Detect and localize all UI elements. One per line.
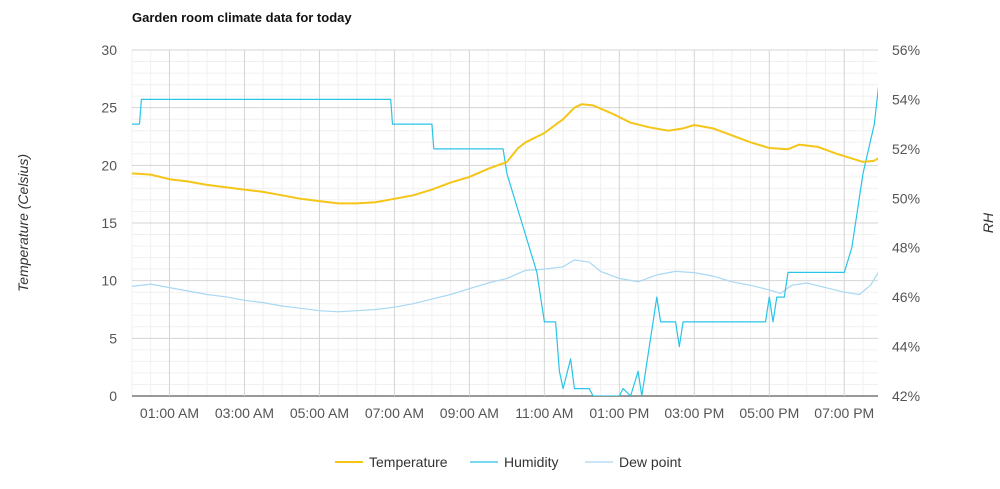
x-tick-label: 07:00 PM [814, 405, 874, 421]
y-tick-label-right: 56% [892, 42, 920, 58]
y-tick-label-left: 15 [101, 215, 117, 231]
y-tick-label-left: 0 [109, 388, 117, 404]
y-tick-label-right: 52% [892, 141, 920, 157]
x-tick-label: 01:00 PM [589, 405, 649, 421]
y-axis-title-left: Temperature (Celsius) [15, 154, 31, 292]
x-tick-label: 09:00 AM [440, 405, 499, 421]
legend-label-dew-point: Dew point [619, 454, 681, 470]
legend: Temperature Humidity Dew point [335, 454, 681, 470]
x-tick-label: 01:00 AM [140, 405, 199, 421]
series-layer [132, 86, 878, 396]
y-tick-label-right: 46% [892, 289, 920, 305]
x-tick-label: 11:00 AM [515, 405, 573, 421]
series-line-dew-point [132, 259, 878, 313]
y-tick-label-left: 25 [101, 100, 117, 116]
y-tick-label-right: 42% [892, 388, 920, 404]
y-tick-label-left: 10 [101, 273, 117, 289]
y-tick-label-right: 50% [892, 190, 920, 206]
x-tick-label: 03:00 PM [664, 405, 724, 421]
y-tick-label-right: 44% [892, 339, 920, 355]
x-tick-label: 07:00 AM [365, 405, 424, 421]
x-tick-label: 05:00 PM [739, 405, 799, 421]
y-tick-label-left: 20 [101, 157, 117, 173]
axis-layer: 0 5 10 15 20 25 30 42% 44% 46% 48% 50% 52% 54% 56% 01:0… [101, 42, 920, 421]
x-tick-label: 05:00 AM [290, 405, 349, 421]
legend-label-humidity: Humidity [504, 454, 558, 470]
y-tick-label-right: 54% [892, 91, 920, 107]
major-grid [132, 49, 878, 397]
chart-title: Garden room climate data for today [132, 10, 352, 25]
y-tick-label-left: 30 [101, 42, 117, 58]
series-line-temperature [132, 103, 878, 205]
y-axis-title-right: RH [980, 212, 996, 233]
y-tick-label-right: 48% [892, 240, 920, 256]
series-line-humidity [132, 86, 878, 396]
y-tick-label-left: 5 [109, 330, 117, 346]
legend-label-temperature: Temperature [369, 454, 448, 470]
x-tick-label: 03:00 AM [215, 405, 274, 421]
